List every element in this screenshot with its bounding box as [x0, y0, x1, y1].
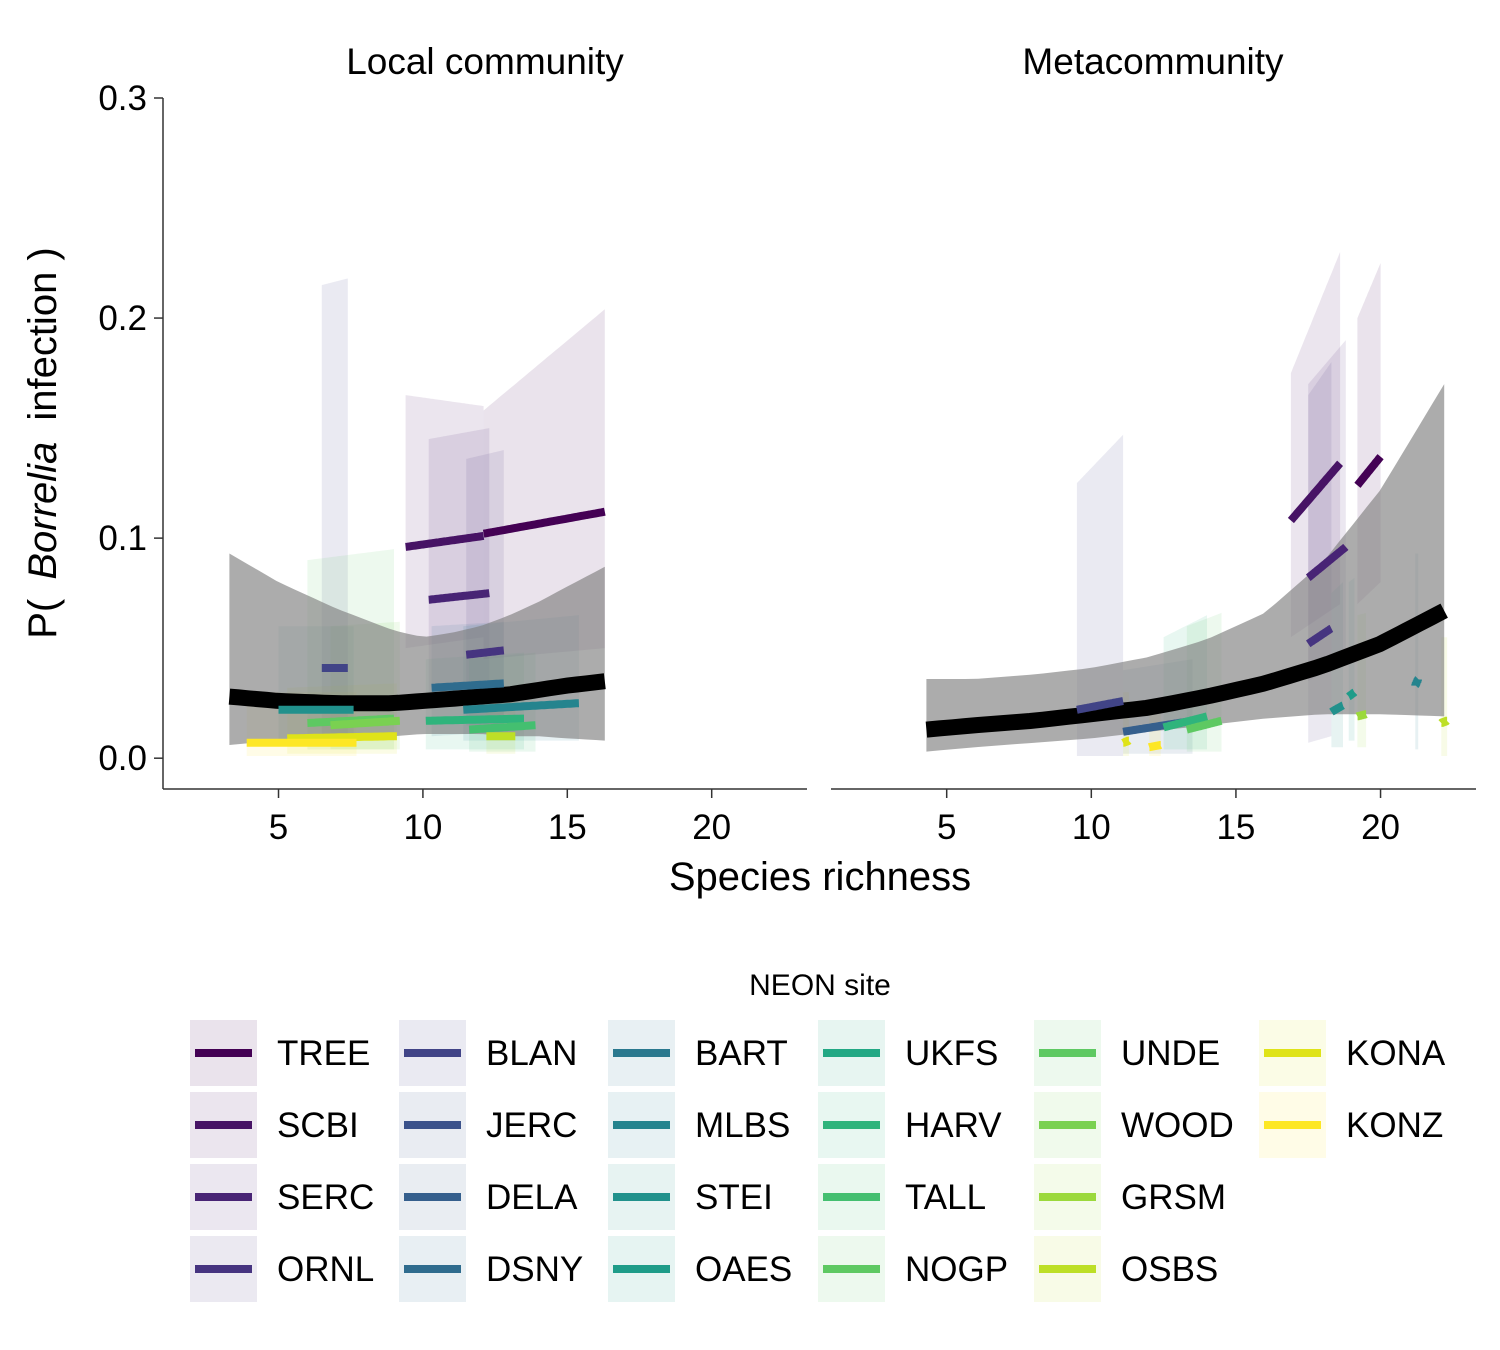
site-line-tree	[1354, 454, 1384, 488]
legend-label-scbi: SCBI	[277, 1106, 359, 1145]
legend-label-ukfs: UKFS	[905, 1034, 998, 1073]
panel-metacommunity	[925, 252, 1450, 756]
x-tick-label: 20	[1361, 808, 1400, 847]
legend: TREE SCBI SERC ORNL BLAN JERC DELA DSNY BART MLBS…	[190, 1020, 1446, 1302]
legend-label-grsm: GRSM	[1121, 1178, 1226, 1217]
site-line-scbi	[405, 531, 485, 551]
legend-label-ornl: ORNL	[277, 1250, 374, 1289]
legend-label-kona: KONA	[1346, 1034, 1446, 1073]
site-ribbon-scbi	[405, 395, 484, 649]
legend-label-harv: HARV	[905, 1106, 1002, 1145]
site-ribbon-scbi	[1290, 252, 1341, 638]
x-tick-label: 20	[692, 808, 731, 847]
legend-label-stei: STEI	[695, 1178, 773, 1217]
y-axis-title-italic: Borrelia	[21, 442, 65, 580]
site-line-ornl	[465, 646, 505, 659]
panel-title-meta: Metacommunity	[1022, 41, 1284, 82]
legend-label-bart: BART	[695, 1034, 788, 1073]
site-line-tall	[468, 721, 536, 734]
site-line-grsm	[1355, 710, 1368, 721]
panel-title-local: Local community	[346, 41, 624, 82]
site-line-harv	[1162, 712, 1209, 732]
legend-label-dsny: DSNY	[486, 1250, 583, 1289]
site-ribbon-tree	[483, 309, 605, 660]
axes: 0.0 0.1 0.2 0.3 5 10 15 20 5 10 15 20	[98, 79, 1476, 847]
y-tick-label: 0.0	[98, 739, 147, 778]
x-axis-title: Species richness	[669, 855, 971, 899]
legend-label-nogp: NOGP	[905, 1250, 1008, 1289]
site-line-wood	[330, 716, 401, 730]
site-line-harv	[425, 714, 524, 725]
legend-label-blan: BLAN	[486, 1034, 577, 1073]
x-tick-label: 15	[1216, 808, 1255, 847]
site-line-oaes	[1346, 688, 1358, 701]
site-line-ornl	[1305, 624, 1334, 648]
y-tick-label: 0.1	[98, 519, 147, 558]
x-tick-label: 10	[403, 808, 442, 847]
x-tick-label: 5	[937, 808, 956, 847]
y-axis-title-suffix: infection )	[21, 247, 65, 420]
legend-label-tall: TALL	[905, 1178, 986, 1217]
legend-label-wood: WOOD	[1121, 1106, 1234, 1145]
site-line-dsny	[431, 679, 505, 692]
site-line-konz	[1147, 741, 1163, 752]
y-tick-label: 0.2	[98, 299, 147, 338]
x-tick-label: 10	[1072, 808, 1111, 847]
legend-label-serc: SERC	[277, 1178, 374, 1217]
legend-label-oaes: OAES	[695, 1250, 792, 1289]
x-tick-label: 5	[269, 808, 288, 847]
legend-label-mlbs: MLBS	[695, 1106, 790, 1145]
site-line-scbi	[1287, 460, 1344, 524]
site-line-kona	[1121, 736, 1132, 747]
legend-label-tree: TREE	[277, 1034, 370, 1073]
overall-trend-line	[228, 673, 606, 712]
site-line-osbs	[1438, 716, 1450, 727]
site-line-unde	[1185, 716, 1223, 734]
legend-title: NEON site	[749, 969, 891, 1002]
site-line-mlbs	[1411, 676, 1422, 689]
legend-label-jerc: JERC	[486, 1106, 577, 1145]
overall-trend-line	[925, 603, 1448, 738]
site-line-serc	[428, 589, 490, 604]
site-line-kona	[287, 732, 397, 743]
panel-local-community	[228, 278, 606, 756]
legend-label-konz: KONZ	[1346, 1106, 1443, 1145]
site-line-blan	[1076, 697, 1124, 714]
site-line-mlbs	[463, 699, 580, 714]
overall-confidence-band	[926, 384, 1445, 752]
y-axis-title: P( Borrelia infection )	[21, 247, 65, 639]
site-line-serc	[1305, 543, 1349, 581]
site-ribbon-serc	[428, 428, 490, 693]
site-line-stei	[1329, 701, 1345, 716]
site-line-tree	[482, 507, 606, 538]
x-tick-label: 15	[548, 808, 587, 847]
legend-label-osbs: OSBS	[1121, 1250, 1218, 1289]
y-axis-title-prefix: P(	[21, 598, 65, 639]
y-tick-label: 0.3	[98, 79, 147, 118]
legend-label-unde: UNDE	[1121, 1034, 1220, 1073]
legend-label-dela: DELA	[486, 1178, 578, 1217]
